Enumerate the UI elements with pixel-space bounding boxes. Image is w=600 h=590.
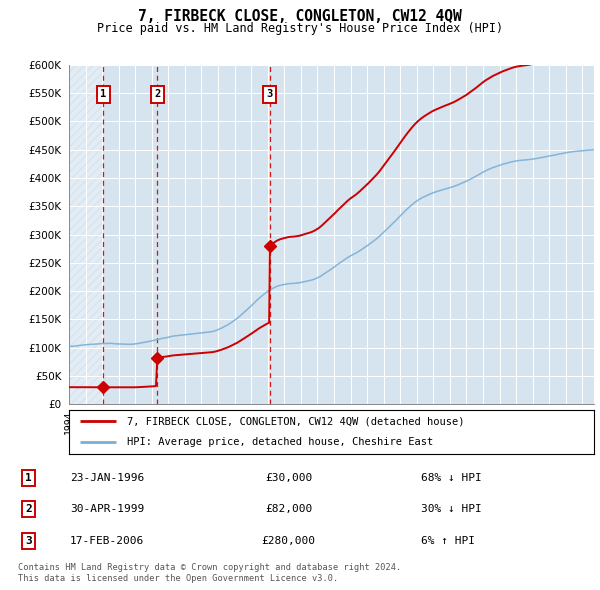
Text: HPI: Average price, detached house, Cheshire East: HPI: Average price, detached house, Ches…	[127, 437, 433, 447]
Text: 1: 1	[25, 473, 32, 483]
Text: 30% ↓ HPI: 30% ↓ HPI	[421, 504, 482, 514]
Text: 23-JAN-1996: 23-JAN-1996	[70, 473, 144, 483]
Text: £280,000: £280,000	[262, 536, 316, 546]
Text: 2: 2	[154, 89, 160, 99]
Text: 3: 3	[25, 536, 32, 546]
Text: £30,000: £30,000	[265, 473, 313, 483]
Text: Contains HM Land Registry data © Crown copyright and database right 2024.
This d: Contains HM Land Registry data © Crown c…	[18, 563, 401, 583]
Bar	[69, 65, 103, 404]
Text: 6% ↑ HPI: 6% ↑ HPI	[421, 536, 475, 546]
Text: £82,000: £82,000	[265, 504, 313, 514]
Text: 2: 2	[25, 504, 32, 514]
Text: 68% ↓ HPI: 68% ↓ HPI	[421, 473, 482, 483]
Text: 7, FIRBECK CLOSE, CONGLETON, CW12 4QW: 7, FIRBECK CLOSE, CONGLETON, CW12 4QW	[138, 9, 462, 24]
Text: 1: 1	[100, 89, 106, 99]
Text: 17-FEB-2006: 17-FEB-2006	[70, 536, 144, 546]
Text: 30-APR-1999: 30-APR-1999	[70, 504, 144, 514]
Text: 3: 3	[267, 89, 273, 99]
Text: Price paid vs. HM Land Registry's House Price Index (HPI): Price paid vs. HM Land Registry's House …	[97, 22, 503, 35]
Text: 7, FIRBECK CLOSE, CONGLETON, CW12 4QW (detached house): 7, FIRBECK CLOSE, CONGLETON, CW12 4QW (d…	[127, 416, 464, 426]
